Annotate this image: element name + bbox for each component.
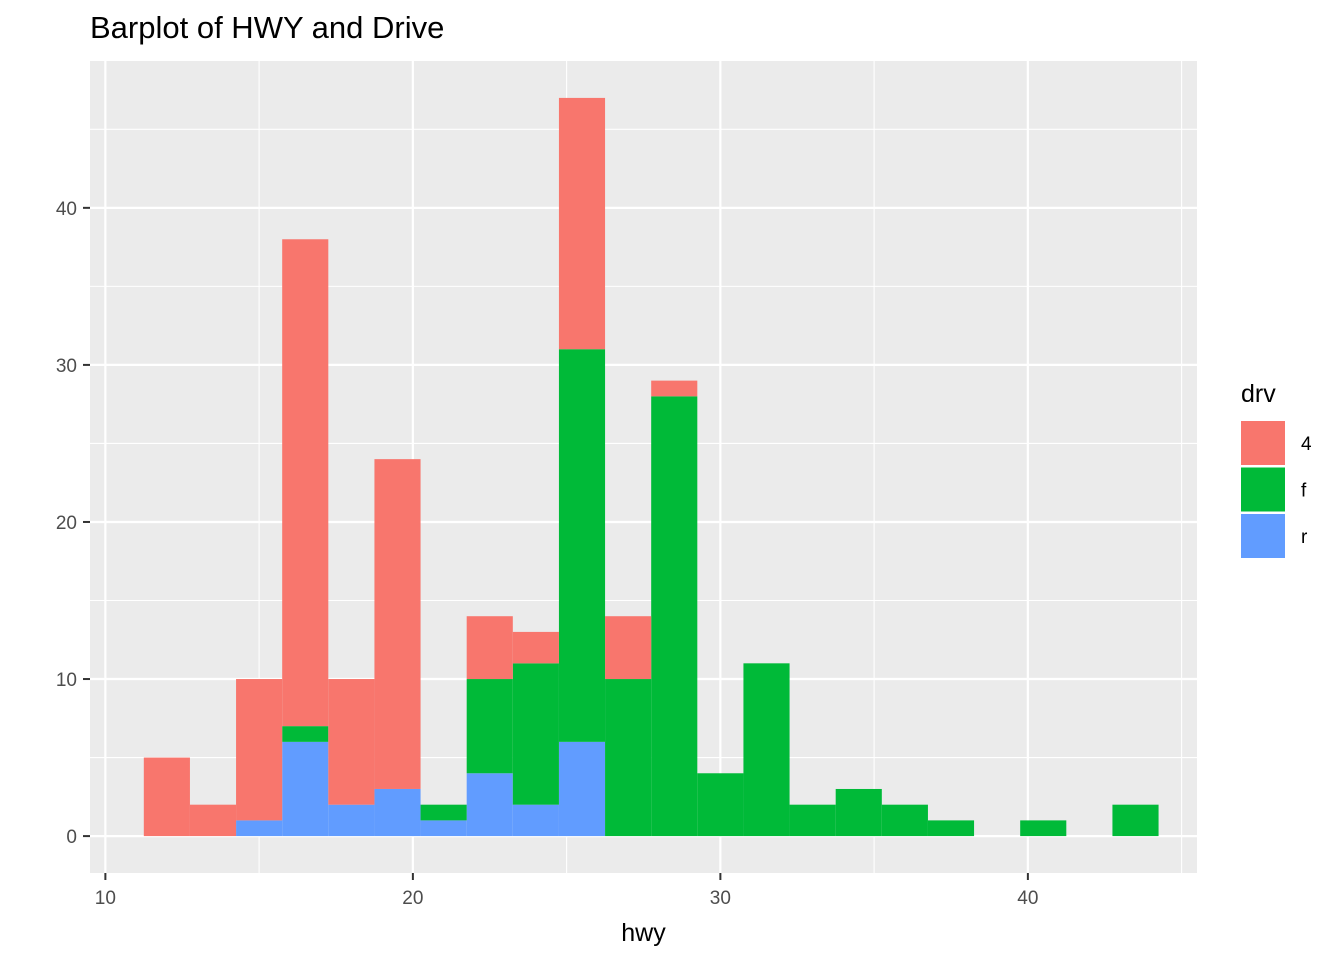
legend-label-4: 4 <box>1301 434 1312 455</box>
bar-r <box>236 820 283 837</box>
legend-key-4 <box>1241 421 1285 465</box>
x-tick-label: 40 <box>1017 888 1038 909</box>
bar-4 <box>143 757 190 837</box>
bar-f <box>1112 804 1159 837</box>
bar-f <box>697 773 744 837</box>
bar-r <box>374 788 421 837</box>
legend-label-r: r <box>1301 527 1308 548</box>
bar-r <box>512 804 559 837</box>
x-axis-title: hwy <box>621 919 666 947</box>
bar-4 <box>328 679 375 805</box>
bar-4 <box>282 239 329 727</box>
legend-title: drv <box>1241 380 1276 408</box>
bar-f <box>466 679 513 774</box>
x-axis: 10 20 30 40 <box>95 873 1038 909</box>
bar-f <box>282 726 329 742</box>
bars <box>143 97 1159 837</box>
bar-f <box>835 788 882 837</box>
bar-f <box>881 804 928 837</box>
y-tick-label: 10 <box>56 670 77 691</box>
bar-f <box>512 663 559 805</box>
bar-4 <box>374 459 421 789</box>
legend: drv 4 f r <box>1241 380 1312 558</box>
bar-f <box>420 804 467 821</box>
y-tick-label: 20 <box>56 513 77 534</box>
bar-4 <box>512 631 559 664</box>
bar-f <box>927 820 975 837</box>
bar-f <box>651 396 698 837</box>
y-tick-label: 30 <box>56 356 77 377</box>
bar-4 <box>558 97 606 350</box>
x-tick-label: 20 <box>402 888 423 909</box>
y-axis: 0 10 20 30 40 <box>56 199 90 848</box>
y-tick-label: 40 <box>56 199 77 220</box>
bar-r <box>420 820 467 837</box>
legend-key-f <box>1241 467 1285 512</box>
legend-label-f: f <box>1301 481 1307 502</box>
y-tick-label: 0 <box>66 827 77 848</box>
x-tick-label: 10 <box>95 888 116 909</box>
bar-4 <box>189 804 237 837</box>
bar-f <box>1020 820 1067 837</box>
bar-f <box>789 804 836 837</box>
bar-f <box>743 663 790 837</box>
bar-f <box>558 349 606 742</box>
bar-4 <box>605 616 652 680</box>
bar-r <box>282 741 329 837</box>
bar-f <box>605 679 652 837</box>
bar-r <box>558 741 606 837</box>
bar-4 <box>466 616 513 680</box>
chart-title: Barplot of HWY and Drive <box>90 10 445 45</box>
bar-4 <box>651 380 698 397</box>
x-tick-label: 30 <box>710 888 731 909</box>
bar-r <box>466 773 513 837</box>
legend-key-r <box>1241 514 1285 558</box>
bar-4 <box>236 679 283 821</box>
bar-r <box>328 804 375 837</box>
